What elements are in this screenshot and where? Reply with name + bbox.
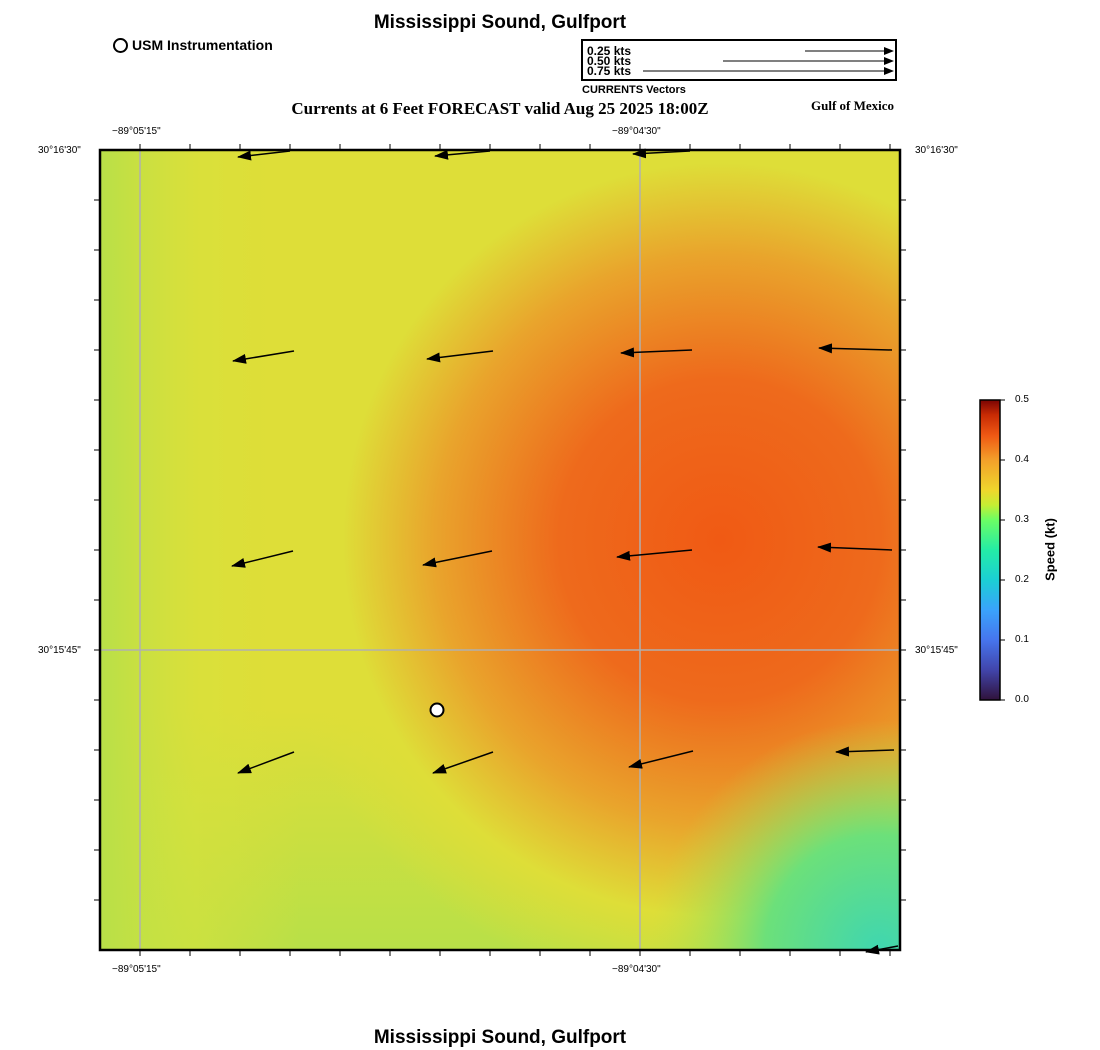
current-vector — [818, 343, 893, 354]
current-vector — [432, 751, 494, 774]
station-legend: USM Instrumentation — [113, 37, 273, 53]
lat-tick-left-1: 30°16'30" — [38, 145, 81, 156]
colorbar-tick-label: 0.5 — [1015, 394, 1029, 405]
lon-tick-bottom-2: −89°04'30" — [612, 964, 661, 975]
current-vector — [237, 150, 291, 161]
vector-scale-label-2: 0.50 kts — [587, 54, 632, 68]
vector-scale-legend: 0.25 kts 0.50 kts 0.75 kts — [581, 39, 897, 81]
current-vector — [817, 542, 893, 553]
vector-caption: CURRENTS Vectors — [582, 84, 686, 96]
current-vector — [835, 746, 895, 757]
speed-field — [100, 150, 900, 950]
colorbar-tick-label: 0.1 — [1015, 634, 1029, 645]
lat-tick-right-1: 30°16'30" — [915, 145, 958, 156]
lon-tick-top-1: −89°05'15" — [112, 126, 161, 137]
vector-scale-arrows — [643, 47, 894, 75]
current-vector — [422, 550, 493, 568]
colorbar-ticks — [1000, 399, 1005, 701]
station-marker-icon — [113, 37, 128, 53]
current-vector — [620, 347, 693, 358]
vector-scale-label-1: 0.25 kts — [587, 44, 632, 58]
colorbar-tick-label: 0.4 — [1015, 454, 1029, 465]
forecast-subtitle: Currents at 6 Feet FORECAST valid Aug 25… — [291, 99, 709, 118]
colorbar-title: Speed (kt) — [1042, 518, 1058, 581]
current-speed-map — [94, 144, 906, 956]
lat-tick-right-2: 30°15'45" — [915, 645, 958, 656]
colorbar-tick-label: 0.0 — [1015, 694, 1029, 705]
current-vector — [232, 350, 295, 364]
current-vectors — [231, 148, 899, 955]
lon-tick-top-2: −89°04'30" — [612, 126, 661, 137]
current-vector — [434, 149, 491, 160]
frame-ticks — [94, 144, 906, 956]
current-vector — [616, 549, 693, 561]
current-vector — [237, 751, 295, 774]
speed-colorbar — [979, 399, 1005, 701]
vector-scale-label-3: 0.75 kts — [587, 64, 632, 78]
station-marker — [429, 702, 445, 718]
current-vector — [426, 350, 494, 363]
colorbar-tick-label: 0.3 — [1015, 514, 1029, 525]
station-legend-label: USM Instrumentation — [132, 37, 273, 53]
current-vector — [632, 148, 691, 159]
map-title: Mississippi Sound, Gulfport — [373, 12, 627, 33]
current-vector — [628, 750, 694, 769]
lat-tick-left-2: 30°15'45" — [38, 645, 81, 656]
footer-title: Mississippi Sound, Gulfport — [373, 1027, 627, 1048]
lon-tick-bottom-1: −89°05'15" — [112, 964, 161, 975]
current-vector — [231, 550, 294, 568]
colorbar-tick-label: 0.2 — [1015, 574, 1029, 585]
region-label: Gulf of Mexico — [811, 98, 895, 113]
graticule — [100, 150, 900, 950]
current-vector — [865, 944, 899, 955]
